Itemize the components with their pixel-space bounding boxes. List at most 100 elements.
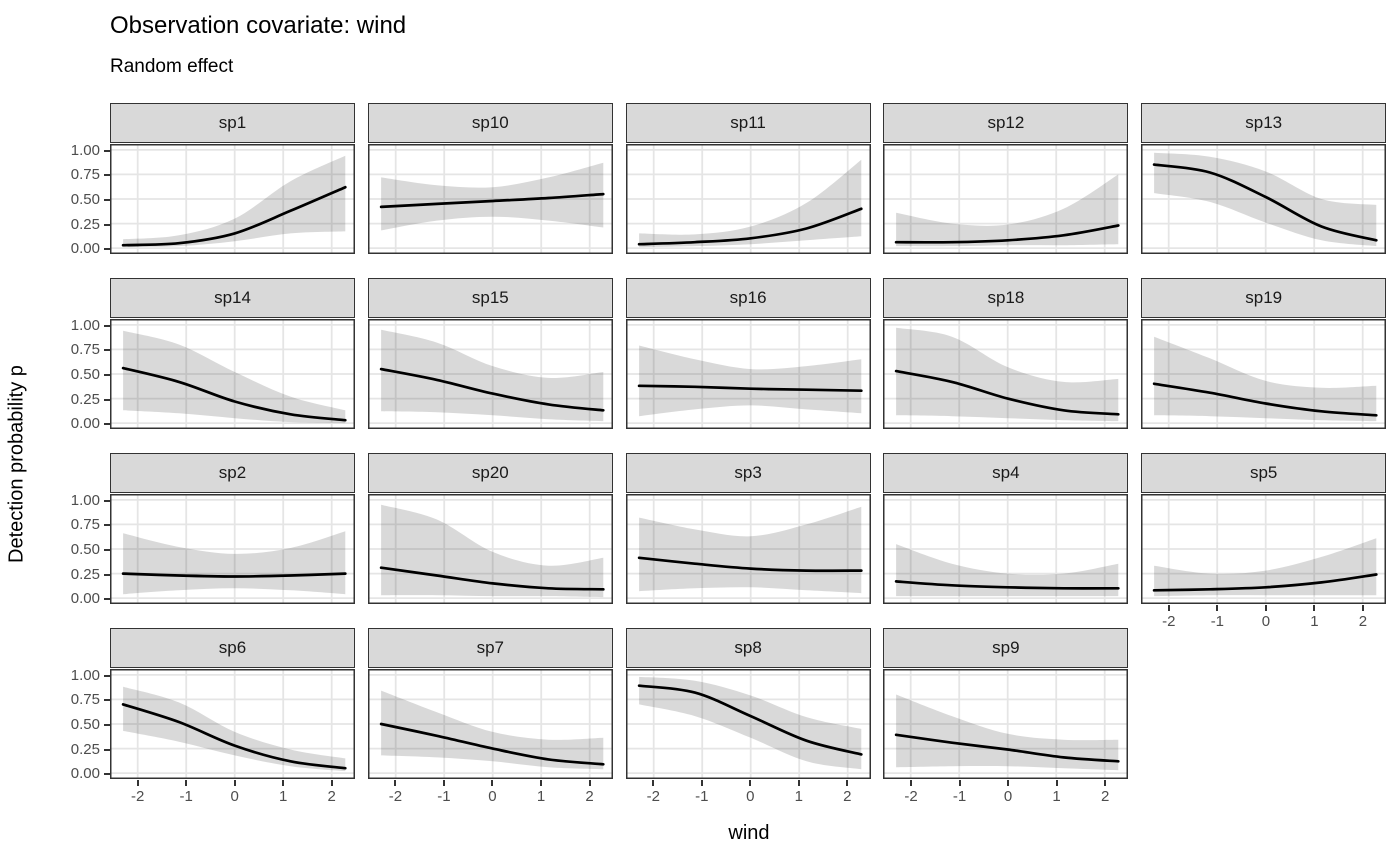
facet-label: sp15 [471,288,509,307]
x-tick-mark [1104,780,1107,786]
facet-panel [367,144,613,254]
x-tick-label: -2 [388,788,403,805]
x-tick-mark [1216,605,1219,611]
confidence-ribbon [123,686,346,772]
y-axis-title: Detection probability p [5,365,28,564]
panel-border [110,494,355,604]
confidence-ribbon [380,504,604,598]
y-tick-label: 0.75 [70,341,100,359]
facet-strip: sp16 [625,278,871,318]
x-tick-label: -1 [952,788,967,805]
facet-label: sp14 [214,288,251,307]
y-tick-mark [104,149,110,152]
facet-strip: sp6 [110,628,355,668]
y-tick-mark [104,174,110,177]
facet-sp10: sp10 [367,103,613,254]
mean-curve [637,684,863,756]
mean-curve [1152,573,1378,592]
mean-curve [379,566,605,591]
facet-label: sp16 [729,288,767,307]
x-tick-mark [652,780,655,786]
y-tick-mark [104,349,110,352]
mean-curve [895,733,1121,763]
confidence-ribbon [1154,336,1377,422]
confidence-ribbon [123,330,346,424]
x-tick-label: -2 [130,788,145,805]
x-tick-label: 1 [1052,788,1061,805]
facet-panel [625,144,871,254]
y-tick-mark [104,374,110,376]
confidence-ribbon [896,694,1119,771]
x-tick-mark [282,780,285,786]
facet-panel [1141,494,1387,604]
facet-strip: sp14 [110,278,355,318]
confidence-ribbon [380,329,604,422]
x-tick-mark [185,780,188,786]
y-tick-label: 0.50 [70,191,100,208]
y-tick-mark [104,598,110,601]
facet-label: sp20 [471,463,509,482]
facet-panel [883,669,1129,779]
facet-label: sp19 [1245,288,1283,307]
plot-subtitle: Random effect [110,56,234,77]
panel-border [1141,494,1387,604]
confidence-ribbon [380,690,604,770]
x-tick-mark [958,780,961,786]
facet-label: sp7 [476,638,504,657]
x-tick-label: -2 [904,788,918,805]
panel-border [367,669,613,779]
confidence-ribbon [896,544,1119,597]
x-tick-label: 2 [327,788,336,805]
facet-label: sp18 [987,288,1025,307]
facet-strip: sp3 [625,453,871,493]
mean-curve [379,367,605,412]
x-tick-mark [330,780,333,786]
confidence-ribbon [380,162,604,231]
facet-strip: sp15 [367,278,613,318]
y-tick-label: 0.75 [70,166,100,184]
facet-label: sp4 [992,463,1020,482]
y-tick-mark [104,223,110,226]
facet-label: sp11 [730,113,766,132]
x-tick-mark [491,780,494,786]
panel-border [883,669,1129,779]
y-tick-mark [104,423,110,426]
confidence-ribbon [123,531,346,595]
facet-sp19: sp19 [1141,278,1387,429]
x-tick-mark [1361,605,1364,611]
x-tick-mark [846,780,849,786]
panel-border [883,494,1129,604]
x-tick-mark [539,780,542,786]
mean-curve [895,369,1121,416]
x-tick-mark [1055,780,1058,786]
x-tick-label: 0 [230,788,239,805]
facet-strip: sp19 [1141,278,1387,318]
x-tick-label: 2 [1100,788,1110,805]
facet-panel [1141,144,1387,254]
facet-label: sp12 [987,113,1025,132]
x-tick-mark [588,780,591,786]
mean-curve [121,185,347,247]
facet-panel [110,669,355,779]
facet-sp12: sp12 [883,103,1129,254]
x-tick-mark [1167,605,1170,611]
facet-sp20: sp20 [367,453,613,604]
x-tick-mark [1313,605,1316,611]
facet-strip: sp7 [367,628,613,668]
x-tick-label: -1 [695,788,709,805]
facet-panel [883,319,1129,429]
x-tick-label: 2 [843,788,852,805]
y-tick-mark [104,549,110,551]
facet-sp1: sp1 [110,103,355,254]
x-tick-mark [233,780,236,786]
facet-sp7: sp7 [367,628,613,779]
panel-border [110,669,355,779]
facet-label: sp1 [218,113,247,132]
confidence-ribbon [896,174,1119,247]
x-tick-label: 0 [1003,788,1013,805]
facet-panel [625,669,871,779]
mean-curve [121,703,347,770]
x-tick-mark [749,780,752,786]
y-tick-label: 0.50 [70,366,100,383]
panel-border [625,669,871,779]
